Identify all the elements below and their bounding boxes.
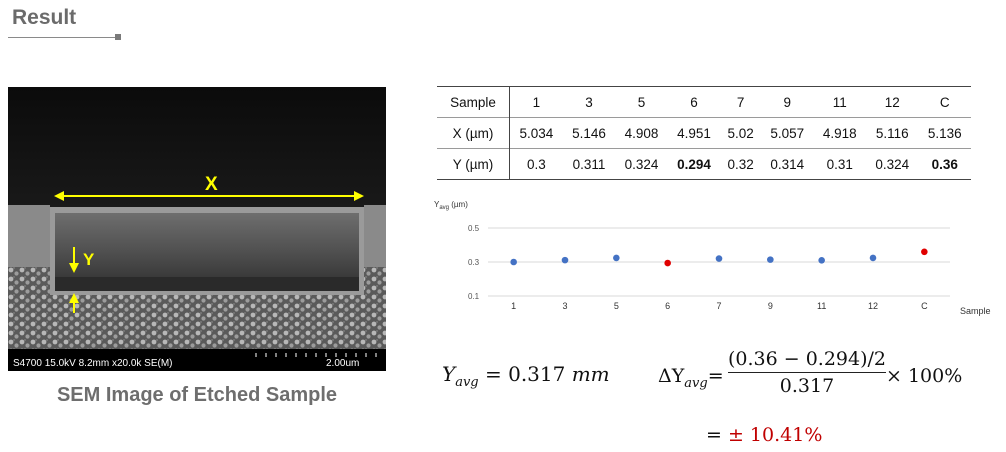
table-cell: 4.908 xyxy=(615,117,668,149)
table-cell-highlight: 0.294 xyxy=(667,148,721,180)
chart-xtick-label: 12 xyxy=(868,301,878,311)
title-underline-marker xyxy=(115,34,121,40)
table-cell: 0.324 xyxy=(865,148,919,180)
sem-left-ledge xyxy=(8,205,50,267)
table-row-sample: Sample 1 3 5 6 7 9 11 12 C xyxy=(437,86,971,118)
chart-xtick-label: 7 xyxy=(716,301,721,311)
delta-yavg-lhs: ΔYavg= xyxy=(658,365,724,391)
sem-caption: SEM Image of Etched Sample xyxy=(56,384,338,406)
measurement-table: Sample 1 3 5 6 7 9 11 12 C X (µm) 5.034 … xyxy=(437,86,971,180)
page-title: Result xyxy=(12,6,77,29)
sem-info-bar xyxy=(8,349,386,371)
x-dimension-label: X xyxy=(205,174,218,195)
table-row-y: Y (µm) 0.3 0.311 0.324 0.294 0.32 0.314 … xyxy=(437,148,971,180)
sem-scale-ticks xyxy=(255,353,377,357)
row-header: X (µm) xyxy=(437,117,510,149)
table-cell: 0.3 xyxy=(509,148,563,180)
table-cell: 4.918 xyxy=(813,117,866,149)
table-cell: 4.951 xyxy=(667,117,721,149)
y-dimension-label: Y xyxy=(83,250,95,269)
y-dimension-arrows xyxy=(69,247,79,313)
chart-point xyxy=(715,255,723,262)
x-dimension-arrow xyxy=(54,191,364,201)
chart-xtick-label: 3 xyxy=(562,301,567,311)
chart-point xyxy=(767,256,774,263)
row-header: Y (µm) xyxy=(437,148,510,180)
table-cell: 9 xyxy=(761,86,814,118)
table-cell: 12 xyxy=(865,86,919,118)
yavg-equation: Yavg = 0.317 mm xyxy=(442,362,610,390)
sem-info-text: S4700 15.0kV 8.2mm x20.0k SE(M) xyxy=(13,358,173,369)
delta-yavg-fraction: (0.36 − 0.294)/2 0.317 xyxy=(728,348,886,397)
table-cell: 5.02 xyxy=(720,117,762,149)
fraction-denominator: 0.317 xyxy=(779,375,835,397)
table-cell: 7 xyxy=(720,86,762,118)
chart-xtick-label: 6 xyxy=(665,301,670,311)
table-cell: 5.146 xyxy=(562,117,616,149)
table-cell: 6 xyxy=(667,86,721,118)
delta-result: = ± 10.41% xyxy=(706,424,823,446)
table-row-x: X (µm) 5.034 5.146 4.908 4.951 5.02 5.05… xyxy=(437,117,971,149)
chart-xtick-label: 5 xyxy=(614,301,619,311)
table-cell: 1 xyxy=(509,86,563,118)
row-header: Sample xyxy=(437,86,510,118)
sem-image: S4700 15.0kV 8.2mm x20.0k SE(M) 2.00um X… xyxy=(8,87,386,371)
table-cell: 11 xyxy=(813,86,866,118)
chart-xlabel: Sample xyxy=(960,306,991,316)
sem-scale-text: 2.00um xyxy=(326,358,359,369)
table-cell: 5 xyxy=(615,86,668,118)
chart-xtick-label: 1 xyxy=(511,301,516,311)
table-cell: 5.034 xyxy=(509,117,563,149)
chart-point xyxy=(510,258,517,266)
chart-point xyxy=(561,256,569,264)
table-cell: 5.136 xyxy=(918,117,971,149)
chart-xtick-label: 9 xyxy=(768,301,773,311)
title-underline xyxy=(8,37,116,38)
table-cell: 0.324 xyxy=(615,148,668,180)
table-cell: 3 xyxy=(562,86,616,118)
chart-ylabel: Yavg (µm) xyxy=(434,200,468,211)
table-cell: 0.314 xyxy=(761,148,814,180)
yavg-scatter-chart: Yavg (µm) Sample 0.5 0.3 0.1 1 3 5 6 7 9 11 12 C xyxy=(434,200,991,316)
chart-point xyxy=(921,248,928,256)
fraction-numerator: (0.36 − 0.294)/2 xyxy=(728,348,886,373)
table-cell: 0.311 xyxy=(562,148,616,180)
chart-xtick-label: C xyxy=(921,301,928,311)
percent-factor: × 100% xyxy=(886,365,963,387)
chart-point xyxy=(664,259,671,267)
chart-point xyxy=(869,254,877,262)
table-cell: 0.32 xyxy=(720,148,762,180)
chart-point xyxy=(818,257,825,264)
table-cell-highlight: 0.36 xyxy=(918,148,971,180)
table-cell: 0.31 xyxy=(813,148,866,180)
chart-point xyxy=(613,254,620,262)
chart-xtick-label: 11 xyxy=(817,301,826,311)
sem-trench-floor xyxy=(55,277,359,291)
table-cell: 5.116 xyxy=(865,117,919,149)
sem-trench-wall xyxy=(55,213,359,277)
chart-ytick-label: 0.3 xyxy=(468,258,480,267)
table-cell: 5.057 xyxy=(761,117,814,149)
table-cell: C xyxy=(918,86,971,118)
chart-ytick-label: 0.1 xyxy=(468,292,480,301)
chart-ytick-label: 0.5 xyxy=(468,224,480,233)
sem-right-ledge xyxy=(364,205,386,267)
